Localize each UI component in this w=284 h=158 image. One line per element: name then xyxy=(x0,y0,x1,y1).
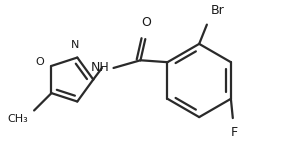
Text: CH₃: CH₃ xyxy=(8,114,28,124)
Text: Br: Br xyxy=(211,4,224,17)
Text: O: O xyxy=(35,57,44,67)
Text: O: O xyxy=(141,16,151,29)
Text: NH: NH xyxy=(91,61,110,74)
Text: F: F xyxy=(231,126,238,139)
Text: N: N xyxy=(71,40,80,50)
